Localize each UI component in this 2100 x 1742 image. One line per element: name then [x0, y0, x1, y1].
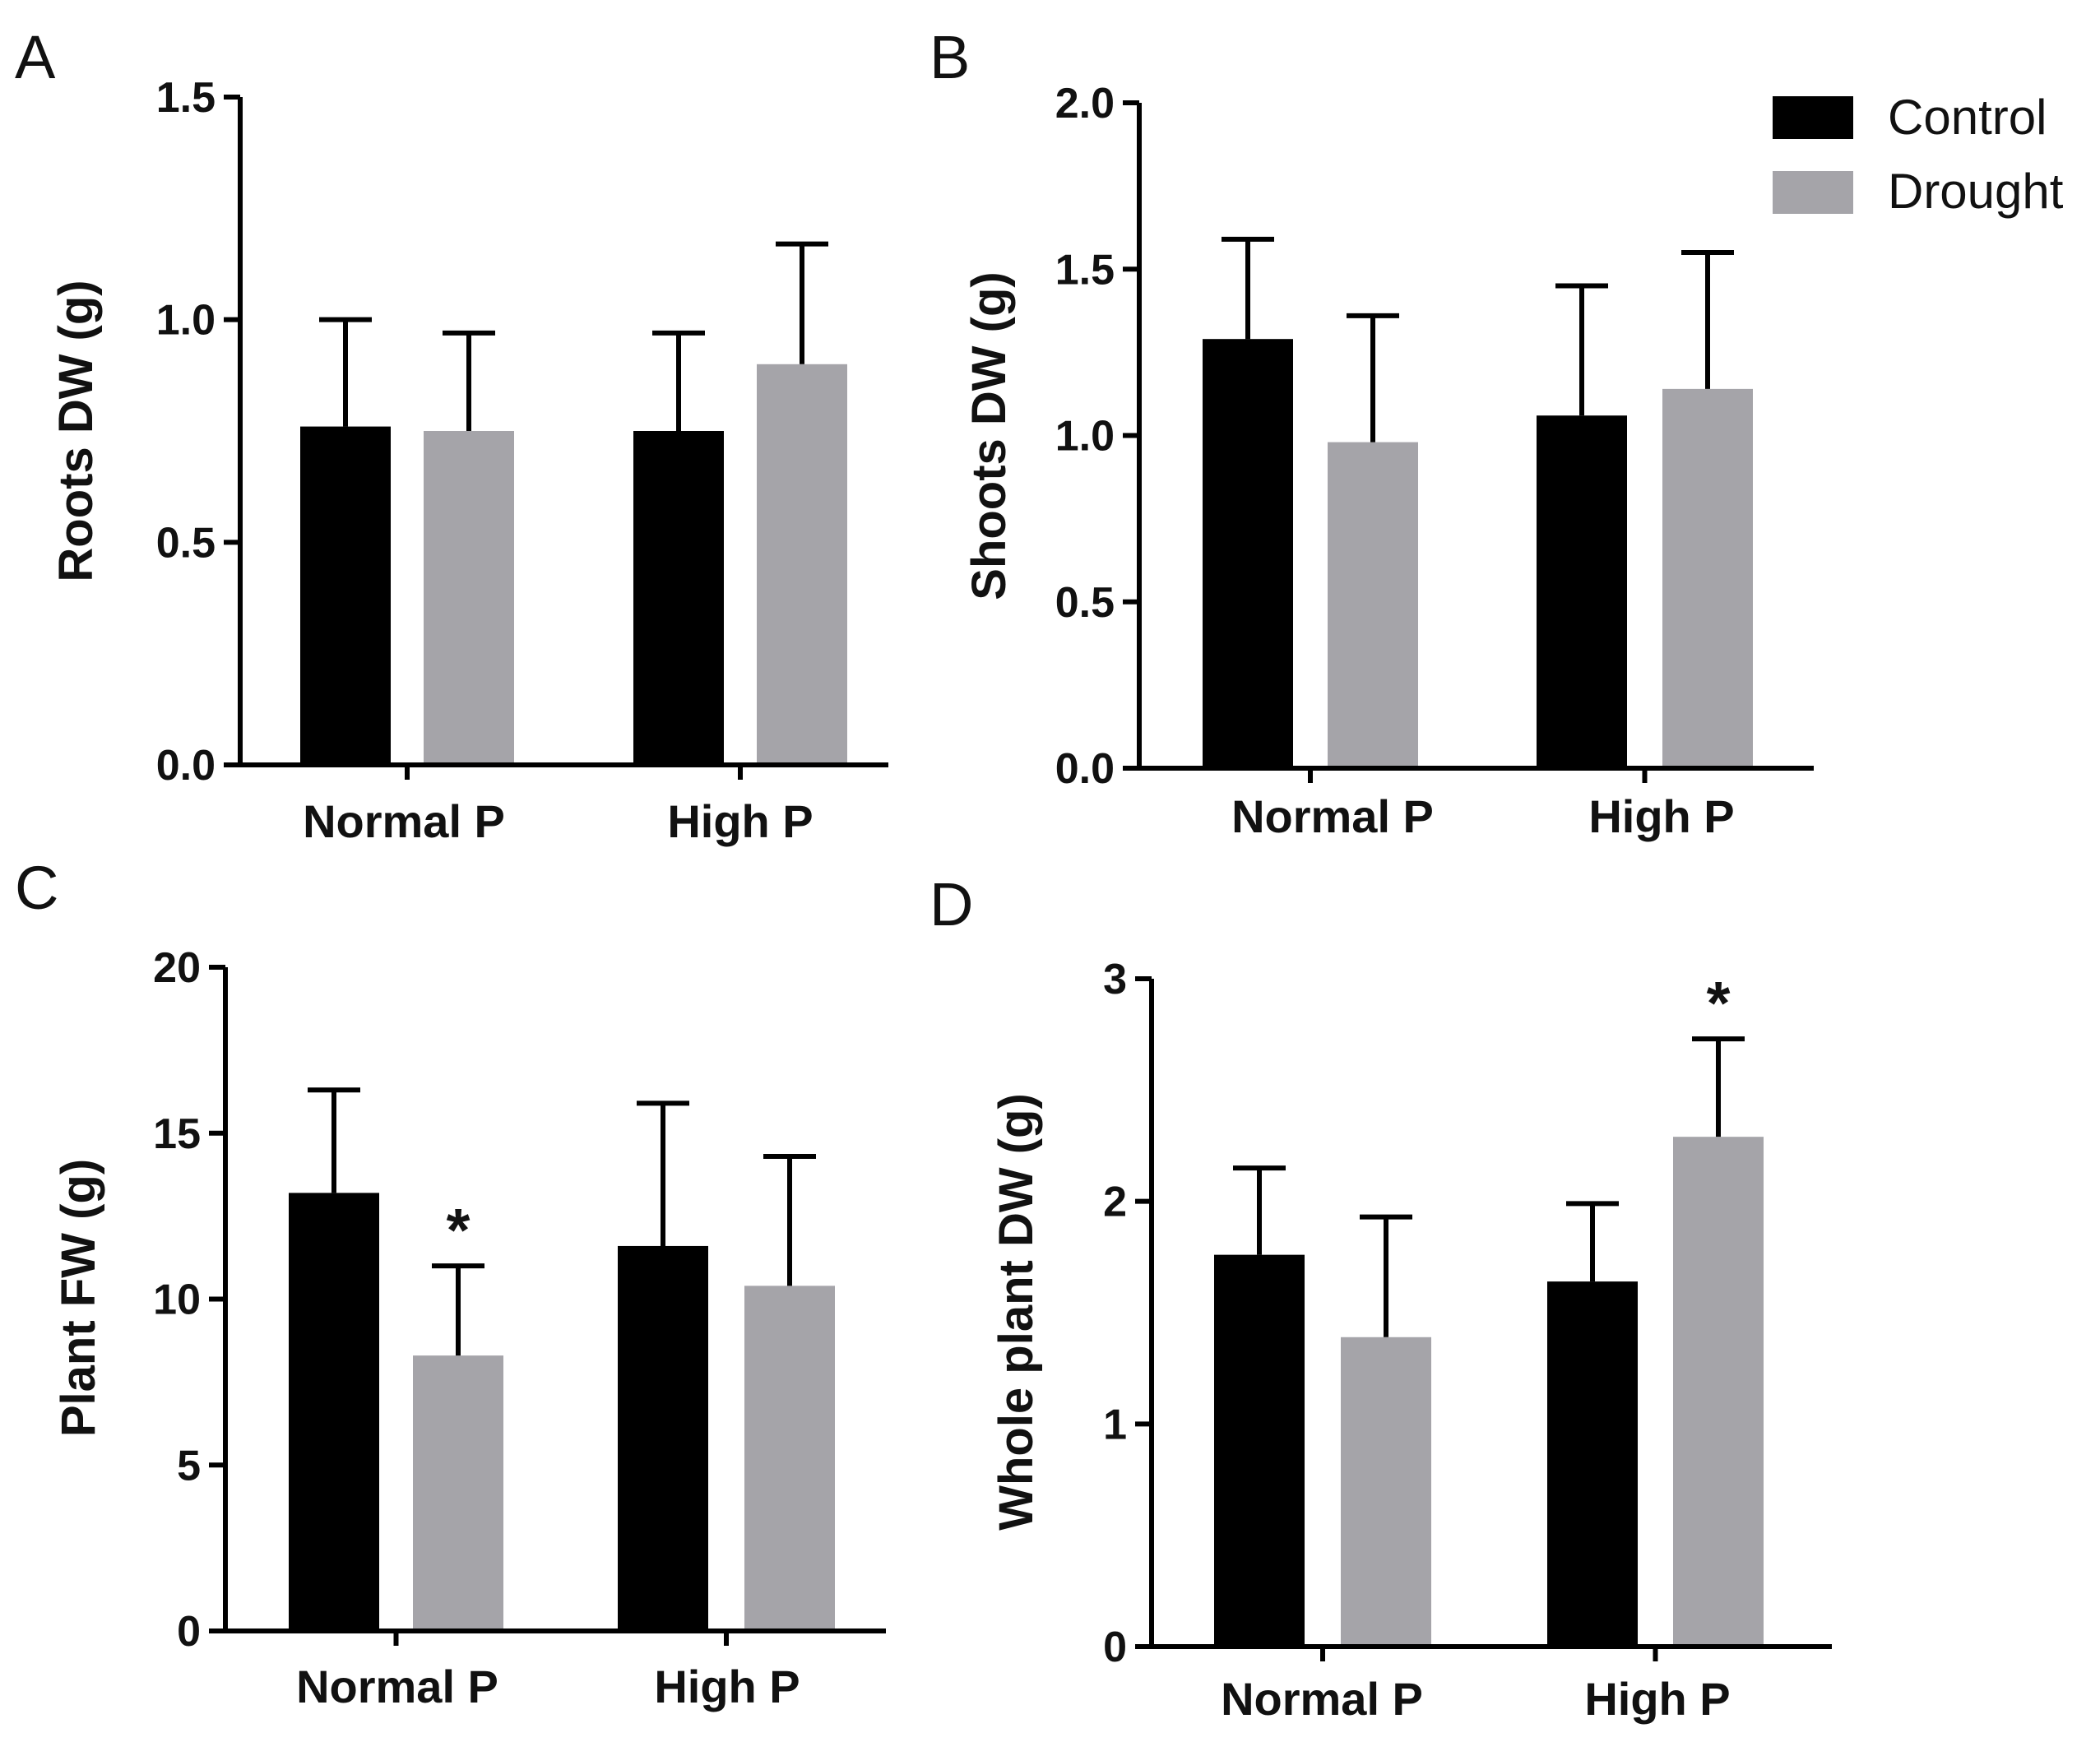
panel-a: A 0.0 0.5 1.0 1.5 Normal P High P Roots DW (g)	[15, 23, 888, 847]
y-tick-label: 20	[153, 944, 201, 992]
y-axis-title: Plant FW (g)	[52, 1159, 105, 1437]
panel-letter-d: D	[929, 870, 973, 938]
bar-drought-high-p	[744, 1286, 835, 1631]
bar-drought-normal-p	[413, 1355, 503, 1631]
legend: Control Drought	[1773, 90, 2064, 219]
y-tick-label: 1.0	[156, 297, 216, 345]
bar-control-normal-p	[300, 426, 391, 765]
bar-control-high-p	[1547, 1281, 1638, 1647]
legend-label-drought: Drought	[1888, 164, 2064, 219]
legend-swatch-control	[1773, 96, 1853, 139]
bar-drought-high-p	[757, 364, 847, 765]
x-category-label: High P	[1584, 1673, 1730, 1725]
y-tick-label: 10	[153, 1276, 201, 1324]
bar-control-high-p	[633, 431, 724, 765]
y-tick-label: 2	[1103, 1179, 1127, 1226]
x-category-label: High P	[654, 1661, 800, 1712]
bar-drought-normal-p	[1328, 442, 1418, 768]
y-tick-label: 15	[153, 1110, 201, 1158]
y-tick-label: 0.0	[156, 742, 216, 790]
y-tick-label: 1	[1103, 1401, 1127, 1448]
y-tick-label: 3	[1103, 956, 1127, 1003]
bar-drought-normal-p	[1341, 1337, 1431, 1647]
y-axis-title: Whole plant DW (g)	[990, 1093, 1043, 1531]
bar-control-normal-p	[289, 1193, 379, 1631]
y-tick-label: 1.0	[1055, 413, 1115, 461]
bar-drought-high-p	[1673, 1137, 1764, 1647]
y-tick-label: 0	[177, 1608, 201, 1656]
y-tick-label: 5	[177, 1442, 201, 1490]
bar-control-normal-p	[1203, 339, 1293, 768]
legend-label-control: Control	[1888, 90, 2047, 145]
bar-drought-normal-p	[424, 431, 514, 765]
x-category-label: Normal P	[1231, 790, 1434, 842]
bar-drought-high-p	[1662, 388, 1753, 768]
panel-letter-c: C	[15, 854, 58, 922]
y-tick-label: 0.0	[1055, 745, 1115, 793]
significance-marker: *	[447, 1196, 471, 1264]
bar-control-normal-p	[1214, 1254, 1305, 1647]
x-category-label: Normal P	[1221, 1673, 1423, 1725]
x-category-label: High P	[667, 795, 813, 847]
x-category-label: High P	[1588, 790, 1734, 842]
panel-b: B 0.0 0.5 1.0 1.5 2.0 Normal P High P Shoots DW…	[929, 23, 1814, 842]
significance-marker: *	[1707, 969, 1731, 1037]
y-tick-label: 0	[1103, 1624, 1127, 1671]
y-tick-label: 0.5	[156, 519, 216, 567]
bar-control-high-p	[1537, 415, 1627, 768]
y-tick-label: 2.0	[1055, 80, 1115, 127]
x-category-label: Normal P	[296, 1661, 498, 1712]
panel-d: D * 0 1 2 3 Normal P High P Whole plant DW (g)	[929, 870, 1832, 1725]
legend-swatch-drought	[1773, 171, 1853, 214]
panel-letter-b: B	[929, 23, 970, 91]
panel-c: C * 0 5 10 15 20 Normal P High P Plant FW (g)	[15, 854, 886, 1712]
y-tick-label: 1.5	[156, 74, 216, 122]
bar-control-high-p	[618, 1245, 708, 1631]
y-axis-title: Roots DW (g)	[49, 280, 103, 581]
x-category-label: Normal P	[303, 795, 505, 847]
y-axis-title: Shoots DW (g)	[962, 271, 1016, 600]
y-tick-label: 1.5	[1055, 246, 1115, 294]
panel-letter-a: A	[15, 23, 56, 91]
y-tick-label: 0.5	[1055, 579, 1115, 627]
